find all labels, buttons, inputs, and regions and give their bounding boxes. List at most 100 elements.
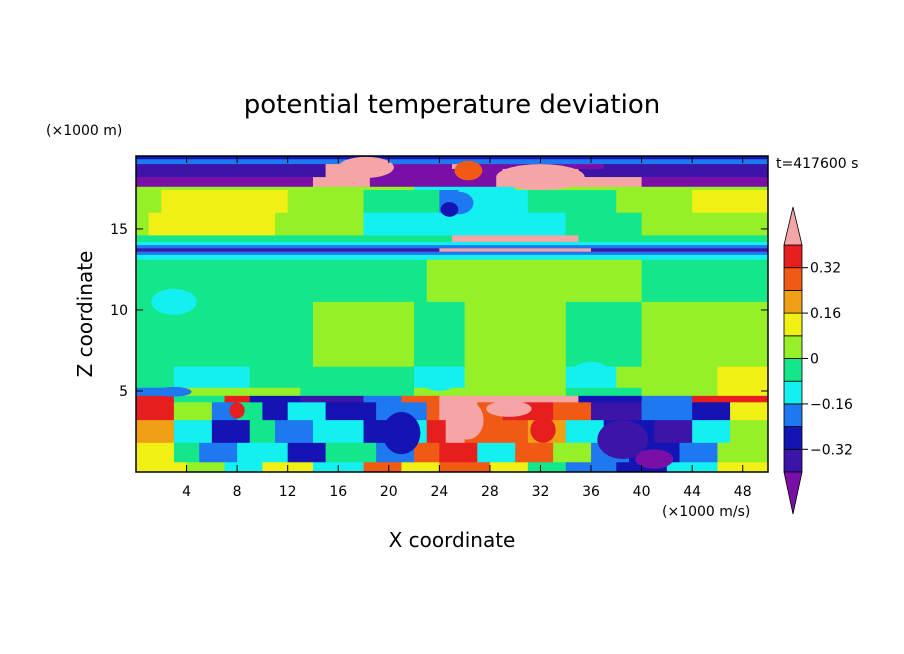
- x-tick-label: 20: [380, 484, 398, 500]
- contour-band-21-0: [136, 442, 175, 463]
- x-tick-label: 4: [182, 484, 191, 500]
- contour-band-16-6: [616, 366, 719, 389]
- contour-blob-15: [570, 361, 612, 388]
- colorbar-swatch: [783, 358, 803, 382]
- contour-band-6-8: [692, 190, 768, 214]
- contour-band-0-0: [136, 156, 768, 160]
- contour-band-1-0: [136, 159, 768, 165]
- y-axis-label: Z coordinate: [73, 251, 97, 378]
- time-label: t=417600 s: [776, 156, 858, 172]
- x-axis: 4 8 12 16 20 24 28 32 36 40 44 48: [182, 156, 752, 500]
- contour-band-2-5: [603, 164, 768, 170]
- contour-band-21-8: [439, 442, 478, 463]
- contour-band-22-7: [439, 462, 491, 472]
- contour-band-19-16: [730, 402, 768, 421]
- contour-band-12-0: [136, 251, 768, 256]
- contour-band-9-0: [136, 241, 768, 246]
- contour-band-11-1: [439, 248, 592, 253]
- contour-band-19-6: [325, 402, 377, 421]
- contour-band-17-4: [489, 387, 567, 397]
- contour-band-16-1: [173, 366, 251, 389]
- contour-band-21-7: [414, 442, 440, 463]
- x-tick-label: 48: [734, 484, 752, 500]
- contour-band-22-8: [489, 462, 529, 472]
- contour-band-17-3: [414, 387, 491, 397]
- plot-area: [136, 156, 768, 472]
- contour-band-21-4: [287, 442, 327, 463]
- x-unit-label: (×1000 m/s): [662, 504, 750, 520]
- colorbar-swatch: [783, 403, 803, 427]
- contour-band-6-0: [136, 190, 162, 214]
- contour-blob-9: [597, 420, 648, 460]
- contour-band-19-0: [136, 402, 175, 421]
- contour-blob-12: [635, 449, 674, 469]
- y-unit-label: (×1000 m): [46, 123, 122, 139]
- x-tick-label: 24: [430, 484, 448, 500]
- colorbar-tick-label: 0.16: [810, 306, 841, 322]
- y-axis: 5 10 15: [110, 222, 768, 400]
- contour-band-18-7: [439, 395, 491, 403]
- contour-band-7-1: [148, 212, 276, 237]
- contour-band-19-14: [641, 402, 693, 421]
- contour-band-7-4: [565, 212, 643, 237]
- contour-band-6-3: [363, 190, 440, 214]
- contour-band-17-2: [300, 387, 415, 397]
- contour-band-22-1: [186, 462, 226, 472]
- contour-band-4-1: [312, 177, 371, 188]
- contour-blob-0: [338, 156, 394, 178]
- contour-blob-14: [420, 368, 459, 391]
- colorbar-swatch: [783, 335, 803, 359]
- contour-blob-13: [151, 288, 197, 315]
- x-tick-label: 12: [279, 484, 297, 500]
- x-tick-label: 36: [582, 484, 600, 500]
- contour-band-5-0: [136, 186, 415, 191]
- contour-band-18-1: [173, 395, 226, 403]
- contour-band-16-7: [717, 366, 768, 389]
- contour-band-21-15: [717, 442, 768, 463]
- colorbar-under-arrow: [783, 471, 803, 515]
- contour-band-20-3: [249, 420, 276, 444]
- contour-band-19-7: [376, 402, 428, 421]
- x-tick-label: 40: [633, 484, 651, 500]
- contour-band-4-2: [369, 177, 497, 188]
- contour-band-3-4: [578, 168, 768, 178]
- contour-band-3-2: [369, 168, 504, 178]
- contour-band-15-4: [565, 301, 643, 368]
- contour-band-20-2: [211, 420, 251, 444]
- contour-blob-2: [496, 164, 585, 191]
- contour-band-15-2: [414, 301, 466, 368]
- colorbar-over-arrow: [783, 206, 803, 246]
- colorbar-tick-label: 0.32: [810, 261, 841, 277]
- contour-band-22-6: [401, 462, 440, 472]
- contour-band-20-15: [692, 420, 731, 444]
- contour-blob-4: [440, 202, 459, 217]
- contour-band-15-3: [464, 301, 567, 368]
- contour-band-18-2: [224, 395, 251, 403]
- contour-band-15-1: [312, 301, 415, 368]
- colorbar-swatch: [783, 289, 803, 314]
- contour-band-18-3: [249, 395, 301, 403]
- colorbar: 0.32 0.16 0 −0.16 −0.32: [783, 206, 853, 515]
- colorbar-swatch: [783, 448, 803, 473]
- contour-blob-1: [454, 160, 483, 181]
- colorbar-swatch: [783, 244, 803, 269]
- contour-band-21-10: [515, 442, 554, 463]
- contour-band-18-5: [363, 395, 403, 403]
- colorbar-tick-label: −0.16: [810, 397, 853, 413]
- contour-band-18-10: [641, 395, 693, 403]
- contour-band-7-5: [641, 212, 768, 237]
- colorbar-swatch: [783, 267, 803, 291]
- contour-band-8-0: [136, 235, 453, 243]
- contour-band-20-8: [426, 420, 447, 444]
- contour-band-17-0: [136, 387, 175, 397]
- contour-band-16-2: [249, 366, 415, 389]
- x-tick-label: 16: [329, 484, 347, 500]
- contour-band-4-0: [136, 177, 314, 188]
- contour-band-17-7: [717, 387, 768, 397]
- colorbar-swatch: [783, 312, 803, 337]
- contour-band-21-1: [173, 442, 200, 463]
- contour-band-20-5: [312, 420, 365, 444]
- contour-band-6-7: [616, 190, 693, 214]
- contour-band-17-5: [565, 387, 643, 397]
